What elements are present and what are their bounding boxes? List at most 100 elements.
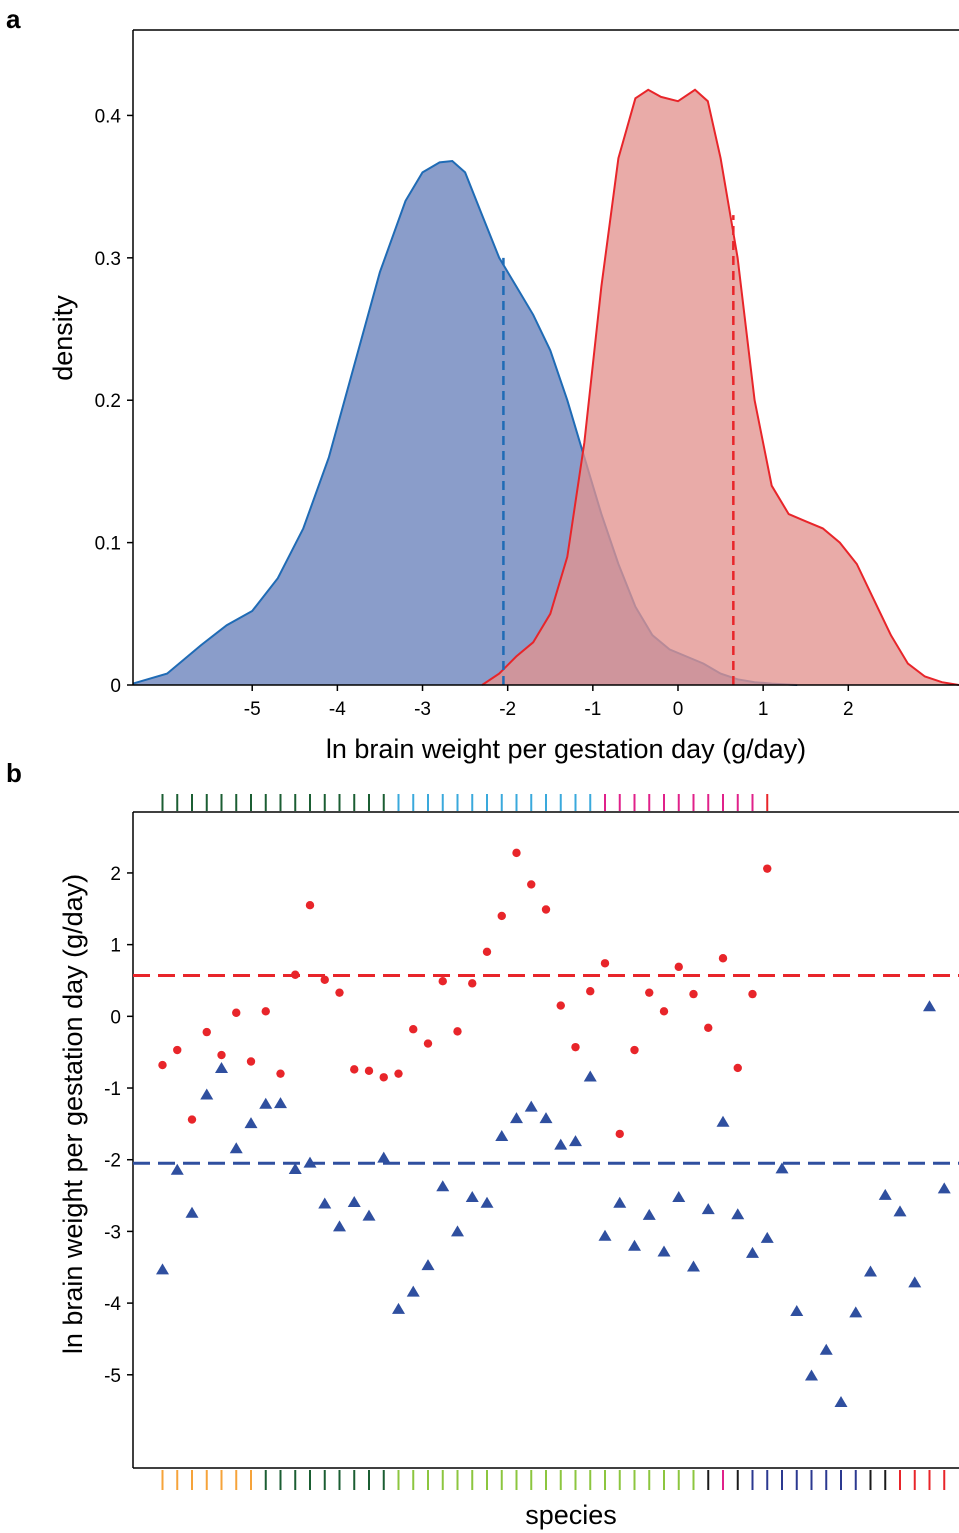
x-tick-label: 0	[673, 699, 684, 720]
y-tick-label: 0.1	[95, 534, 121, 555]
point-triangle-blue	[333, 1220, 346, 1232]
point-circle-red	[748, 989, 757, 999]
panel-b-bottom-rug	[161, 1470, 946, 1490]
point-triangle-blue	[819, 1343, 833, 1355]
y-tick-label: 2	[110, 864, 121, 885]
point-triangle-blue	[539, 1112, 553, 1124]
x-tick-label: -3	[414, 699, 431, 720]
panel-b-letter: b	[6, 758, 22, 788]
point-circle-red	[541, 905, 551, 914]
point-triangle-blue	[937, 1182, 951, 1194]
point-triangle-blue	[244, 1117, 258, 1129]
y-tick-label: 0	[110, 676, 121, 697]
density-curve-red	[481, 88, 959, 686]
point-circle-red	[394, 1069, 403, 1078]
point-circle-red	[202, 1027, 211, 1037]
panel-b-hlines	[133, 973, 959, 1165]
point-triangle-blue	[392, 1302, 405, 1314]
point-triangle-blue	[465, 1190, 479, 1202]
x-tick-label: -5	[244, 699, 261, 720]
point-triangle-blue	[628, 1239, 641, 1251]
point-circle-red	[689, 989, 698, 999]
panel-b-xlabel: species	[525, 1500, 617, 1530]
point-circle-red	[409, 1025, 418, 1034]
panel-a-ylabel: density	[48, 295, 78, 381]
point-triangle-blue	[790, 1304, 804, 1316]
point-circle-red	[364, 1066, 374, 1076]
panel-b-ylabel: ln brain weight per gestation day (g/day…	[58, 874, 88, 1354]
point-circle-red	[453, 1027, 462, 1036]
point-circle-red	[733, 1063, 742, 1073]
point-circle-red	[187, 1115, 197, 1124]
panel-a-mean-lines	[502, 215, 735, 685]
point-triangle-blue	[510, 1112, 523, 1124]
point-triangle-blue	[598, 1229, 612, 1241]
point-triangle-blue	[731, 1208, 745, 1220]
point-circle-red	[335, 988, 344, 997]
point-triangle-blue	[156, 1263, 169, 1275]
point-circle-red	[512, 848, 521, 858]
point-triangle-blue	[170, 1163, 184, 1175]
point-circle-red	[379, 1073, 388, 1082]
point-circle-red	[630, 1045, 639, 1055]
point-circle-red	[291, 970, 300, 979]
point-triangle-blue	[923, 1000, 936, 1012]
point-triangle-blue	[480, 1196, 494, 1208]
point-triangle-blue	[185, 1206, 199, 1218]
y-tick-label: -5	[104, 1366, 121, 1387]
point-triangle-blue	[716, 1115, 730, 1127]
panel-a-letter: a	[6, 4, 21, 34]
y-tick-label: 0.4	[95, 106, 122, 127]
point-triangle-blue	[864, 1265, 877, 1277]
point-circle-red	[246, 1057, 256, 1066]
point-circle-red	[320, 975, 329, 984]
point-triangle-blue	[613, 1196, 627, 1208]
point-circle-red	[173, 1045, 182, 1055]
y-tick-label: 1	[110, 936, 121, 957]
point-triangle-blue	[362, 1209, 376, 1221]
point-circle-red	[482, 947, 492, 957]
point-triangle-blue	[849, 1306, 863, 1318]
point-circle-red	[423, 1039, 433, 1048]
x-tick-label: 1	[758, 699, 769, 720]
panel-b-points	[156, 848, 951, 1408]
point-circle-red	[232, 1008, 241, 1017]
panel-b: b 2 1 0 -1 -2 -3 -4 -5 species ln brain weight …	[6, 758, 959, 1530]
point-circle-red	[276, 1069, 285, 1078]
panel-a-axes	[132, 29, 959, 686]
x-tick-label: -1	[584, 699, 601, 720]
point-triangle-blue	[554, 1138, 568, 1150]
point-triangle-blue	[495, 1130, 509, 1142]
point-triangle-blue	[259, 1097, 273, 1109]
panel-a-areas	[132, 88, 959, 686]
x-tick-label: -4	[329, 699, 346, 720]
y-tick-label: -2	[104, 1151, 121, 1172]
point-triangle-blue	[274, 1097, 287, 1109]
point-triangle-blue	[657, 1245, 671, 1257]
y-tick-label: 0.2	[95, 391, 121, 412]
point-circle-red	[704, 1023, 713, 1032]
point-triangle-blue	[377, 1151, 391, 1163]
point-triangle-blue	[436, 1180, 450, 1192]
panel-a-yticks: 0 0.1 0.2 0.3 0.4	[95, 106, 133, 697]
point-circle-red	[600, 959, 610, 968]
x-tick-label: 2	[843, 699, 854, 720]
point-circle-red	[158, 1060, 167, 1070]
point-triangle-blue	[200, 1088, 214, 1100]
point-triangle-blue	[288, 1163, 302, 1175]
point-triangle-blue	[805, 1369, 818, 1381]
density-area-red	[482, 89, 959, 686]
point-triangle-blue	[834, 1396, 848, 1408]
point-triangle-blue	[406, 1285, 420, 1297]
point-triangle-blue	[583, 1070, 597, 1082]
point-triangle-blue	[878, 1188, 892, 1200]
point-circle-red	[645, 988, 654, 997]
panel-a-xticks: -5 -4 -3 -2 -1 0 1 2	[244, 685, 854, 720]
point-triangle-blue	[318, 1197, 332, 1209]
y-tick-label: -4	[104, 1294, 121, 1315]
point-triangle-blue	[775, 1162, 789, 1174]
density-area-blue	[133, 161, 798, 685]
point-circle-red	[438, 976, 447, 986]
point-triangle-blue	[760, 1231, 774, 1243]
